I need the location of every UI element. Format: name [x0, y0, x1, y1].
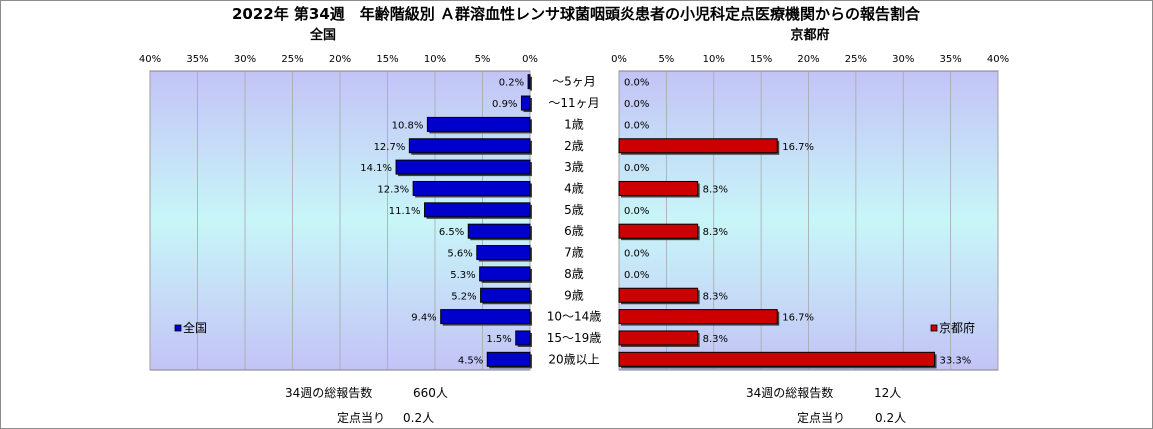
right-tick-label: 40%	[987, 54, 1009, 65]
left-tick-label: 20%	[329, 54, 351, 65]
left-data-label: 5.6%	[447, 249, 472, 260]
left-total-value: 660人	[413, 386, 448, 400]
left-bar-shadow	[530, 76, 532, 91]
category-label: 4歳	[564, 181, 584, 195]
category-label: 20歳以上	[548, 352, 599, 366]
right-data-label: 0.0%	[624, 99, 649, 110]
left-data-label: 11.1%	[389, 206, 421, 217]
left-bar	[486, 351, 531, 367]
left-data-label: 14.1%	[360, 163, 392, 174]
category-label: 9歳	[564, 288, 584, 302]
right-bar	[618, 351, 936, 367]
left-legend-swatch	[174, 324, 182, 332]
right-data-label: 33.3%	[940, 355, 972, 366]
category-label: 1歳	[564, 117, 584, 131]
right-data-label: 0.0%	[624, 163, 649, 174]
right-tick-label: 30%	[892, 54, 914, 65]
right-data-label: 0.0%	[624, 120, 649, 131]
right-per-site-label: 定点当り	[797, 411, 846, 425]
left-tick-label: 0%	[522, 54, 538, 65]
left-data-label: 10.8%	[392, 120, 424, 131]
left-panel-title: 全国	[309, 27, 336, 43]
left-tick-label: 10%	[424, 54, 446, 65]
right-legend-label: 京都府	[939, 320, 975, 335]
right-bar	[618, 138, 778, 154]
left-data-label: 12.3%	[377, 184, 409, 195]
right-data-label: 8.3%	[703, 291, 728, 302]
right-data-label: 8.3%	[703, 334, 728, 345]
right-total-value: 12人	[874, 386, 902, 400]
left-tick-label: 25%	[281, 54, 303, 65]
category-label: 15～19歳	[547, 331, 602, 345]
right-data-label: 0.0%	[624, 249, 649, 260]
left-bar	[440, 309, 531, 325]
left-data-label: 6.5%	[439, 227, 464, 238]
right-bar	[618, 330, 699, 346]
left-bar	[515, 330, 531, 346]
right-tick-label: 5%	[658, 54, 674, 65]
left-per-site-label: 定点当り	[337, 411, 386, 425]
left-bar	[408, 138, 531, 154]
left-bar	[467, 223, 531, 239]
left-tick-label: 5%	[475, 54, 491, 65]
right-bar	[618, 287, 699, 303]
right-bar	[618, 309, 778, 325]
left-tick-label: 30%	[234, 54, 256, 65]
right-per-site-value: 0.2人	[875, 411, 907, 425]
left-total-label: 34週の総報告数	[285, 386, 373, 400]
right-panel-title: 京都府	[790, 27, 829, 43]
left-data-label: 9.4%	[411, 313, 436, 324]
left-bar	[426, 116, 531, 132]
left-bar	[479, 266, 531, 282]
right-tick-label: 35%	[940, 54, 962, 65]
left-data-label: 0.9%	[492, 99, 517, 110]
left-bar	[424, 202, 531, 218]
right-bar	[618, 180, 699, 196]
right-data-label: 8.3%	[703, 227, 728, 238]
left-bar	[480, 287, 531, 303]
left-tick-label: 15%	[376, 54, 398, 65]
left-legend-label: 全国	[183, 320, 207, 335]
category-label: 10～14歳	[547, 310, 602, 324]
left-data-label: 5.2%	[451, 291, 476, 302]
left-data-label: 5.3%	[450, 270, 475, 281]
left-bar	[412, 180, 531, 196]
left-tick-label: 40%	[139, 54, 161, 65]
category-label: 3歳	[564, 160, 584, 174]
left-data-label: 12.7%	[374, 142, 406, 153]
right-tick-label: 0%	[611, 54, 627, 65]
category-label: 6歳	[564, 224, 584, 238]
right-data-label: 0.0%	[624, 270, 649, 281]
category-label: 7歳	[564, 246, 584, 260]
category-label: 2歳	[564, 139, 584, 153]
left-data-label: 1.5%	[486, 334, 511, 345]
right-tick-label: 10%	[703, 54, 725, 65]
right-total-label: 34週の総報告数	[746, 386, 834, 400]
left-data-label: 4.5%	[458, 355, 483, 366]
right-tick-label: 25%	[845, 54, 867, 65]
left-bar	[395, 159, 531, 175]
left-bar	[476, 245, 531, 261]
right-tick-label: 20%	[797, 54, 819, 65]
left-per-site-value: 0.2人	[403, 411, 435, 425]
right-data-label: 0.0%	[624, 206, 649, 217]
right-bar	[618, 223, 699, 239]
chart-title: 2022年 第34週 年齢階級別 Ａ群溶血性レンサ球菌咽頭炎患者の小児科定点医療…	[232, 5, 921, 23]
left-bar	[520, 95, 531, 111]
left-data-label: 0.2%	[499, 78, 524, 89]
right-data-label: 16.7%	[782, 313, 814, 324]
left-tick-label: 35%	[186, 54, 208, 65]
right-data-label: 0.0%	[624, 78, 649, 89]
category-label: ～11ヶ月	[548, 96, 599, 110]
left-bar	[527, 74, 531, 90]
category-label: ～5ヶ月	[552, 75, 596, 89]
right-data-label: 16.7%	[782, 142, 814, 153]
right-legend-swatch	[930, 324, 938, 332]
category-label: 5歳	[564, 203, 584, 217]
category-label: 8歳	[564, 267, 584, 281]
right-data-label: 8.3%	[703, 184, 728, 195]
right-tick-label: 15%	[750, 54, 772, 65]
